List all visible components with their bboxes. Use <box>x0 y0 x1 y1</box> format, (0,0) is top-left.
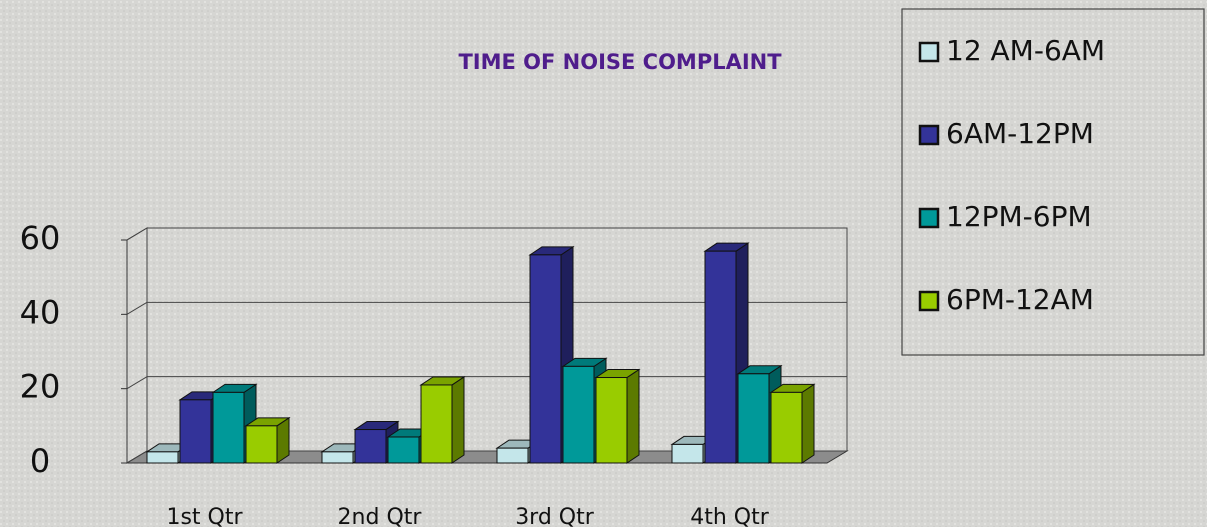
legend-swatch <box>918 124 940 146</box>
x-tick-label: 4th Qtr <box>690 505 770 527</box>
legend-swatch <box>918 290 940 312</box>
bar <box>562 365 595 464</box>
y-tick-label: 0 <box>30 442 50 480</box>
bar <box>671 443 704 464</box>
x-tick-label: 3rd Qtr <box>515 505 595 527</box>
legend-label: 12PM-6PM <box>946 200 1092 233</box>
y-tick-label: 20 <box>20 368 61 406</box>
bar-side <box>801 383 815 464</box>
bar <box>704 250 737 464</box>
y-tick-label: 60 <box>20 219 61 257</box>
legend-swatch <box>918 207 940 229</box>
bar <box>179 399 212 464</box>
bar <box>387 436 420 464</box>
x-tick-label: 2nd Qtr <box>338 505 423 527</box>
y-tick-label: 40 <box>20 293 61 331</box>
bar <box>146 451 179 464</box>
bar-side <box>451 376 465 464</box>
bar <box>595 377 628 464</box>
bar <box>529 254 562 464</box>
grid-line <box>126 227 148 241</box>
legend-label: 6PM-12AM <box>946 283 1094 316</box>
bar <box>496 447 529 464</box>
bar <box>245 425 278 464</box>
x-tick-label: 1st Qtr <box>166 505 243 527</box>
grid-line <box>126 301 148 315</box>
legend-label: 12 AM-6AM <box>946 34 1105 67</box>
bar <box>321 451 354 464</box>
grid-line <box>126 450 148 464</box>
bar <box>737 373 770 464</box>
legend-swatch <box>918 41 940 63</box>
legend-box <box>901 8 1205 356</box>
bar-side <box>626 368 640 464</box>
grid-line <box>126 376 148 390</box>
bar <box>420 384 453 464</box>
chart-title: TIME OF NOISE COMPLAINT <box>458 50 782 74</box>
legend-label: 6AM-12PM <box>946 117 1094 150</box>
bar <box>212 391 245 464</box>
bar <box>354 429 387 464</box>
bar <box>770 391 803 464</box>
